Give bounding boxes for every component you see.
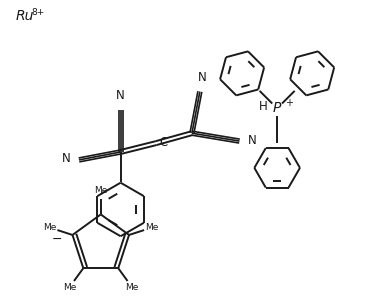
Text: 8+: 8+ <box>31 8 45 17</box>
Text: N: N <box>62 152 71 165</box>
Text: Me: Me <box>43 223 56 232</box>
Text: H: H <box>259 100 267 113</box>
Text: Ru: Ru <box>15 9 34 23</box>
Text: +: + <box>285 98 293 108</box>
Text: N: N <box>116 89 125 102</box>
Text: N: N <box>248 134 256 147</box>
Text: Me: Me <box>94 186 107 195</box>
Text: Me: Me <box>63 283 76 292</box>
Text: C: C <box>159 135 168 148</box>
Text: −: − <box>52 233 62 246</box>
Text: N: N <box>197 71 206 84</box>
Text: Me: Me <box>125 283 139 292</box>
Text: Me: Me <box>145 223 158 232</box>
Text: P: P <box>273 102 281 115</box>
